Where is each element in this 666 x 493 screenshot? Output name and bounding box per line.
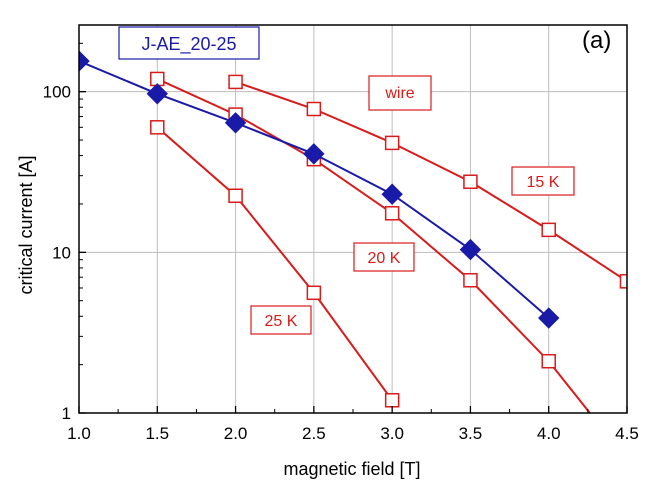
data-point-square — [384, 206, 400, 221]
label-25k: 25 K — [265, 313, 298, 330]
series-line — [156, 126, 393, 401]
label-15k-box: 15 K — [511, 166, 575, 196]
sample-label: J-AE_20-25 — [141, 34, 236, 55]
x-axis-label: magnetic field [T] — [283, 459, 420, 479]
wire-label: wire — [384, 85, 414, 102]
data-point-diamond — [538, 307, 560, 329]
x-tick-label: 4.5 — [615, 424, 639, 443]
panel-label: (a) — [582, 27, 611, 54]
data-point-diamond — [146, 83, 168, 105]
data-point-square — [619, 274, 627, 289]
data-point-diamond — [459, 238, 482, 261]
series-1 — [228, 74, 627, 289]
data-point-square — [306, 101, 322, 117]
data-point-square — [150, 120, 165, 135]
x-tick-label: 3.0 — [380, 424, 404, 443]
sample-label-box: J-AE_20-25 — [118, 26, 260, 60]
wire-label-box: wire — [368, 75, 432, 111]
y-axis-label: critical current [A] — [16, 155, 36, 294]
series-0 — [79, 50, 560, 329]
data-point-square — [463, 273, 478, 288]
data-point-square — [541, 222, 556, 238]
data-point-diamond — [79, 50, 90, 72]
x-tick-label: 4.0 — [537, 424, 561, 443]
data-point-diamond — [381, 183, 403, 205]
data-point-square — [463, 174, 478, 190]
x-tick-label: 1.0 — [67, 424, 91, 443]
data-point-square — [306, 285, 322, 301]
data-point-square — [384, 393, 400, 408]
x-tick-label: 2.5 — [302, 424, 326, 443]
x-tick-label: 3.5 — [459, 424, 483, 443]
x-tick-label: 1.5 — [145, 424, 169, 443]
tick-labels: 1.0 1.5 2.0 2.5 3.0 3.5 4.0 4.5 1 10 100 — [43, 83, 639, 443]
data-point-diamond — [303, 143, 325, 165]
data-point-square — [589, 414, 602, 427]
label-15k: 15 K — [527, 174, 560, 191]
series-3 — [150, 120, 400, 408]
ticks — [78, 42, 628, 414]
label-25k-box: 25 K — [250, 305, 312, 335]
data-point-square — [384, 135, 400, 151]
data-point-diamond — [224, 112, 247, 134]
y-tick-label: 100 — [43, 83, 71, 102]
label-20k-box: 20 K — [353, 242, 415, 272]
data-point-square — [228, 74, 243, 90]
data-point-square — [541, 353, 556, 369]
y-tick-label: 1 — [62, 404, 71, 423]
series-line — [235, 80, 627, 283]
x-tick-label: 2.0 — [224, 424, 248, 443]
series-2 — [150, 71, 602, 427]
data-point-square — [228, 188, 243, 204]
label-20k: 20 K — [368, 250, 401, 267]
y-tick-label: 10 — [52, 243, 71, 262]
series-layer — [79, 50, 627, 427]
